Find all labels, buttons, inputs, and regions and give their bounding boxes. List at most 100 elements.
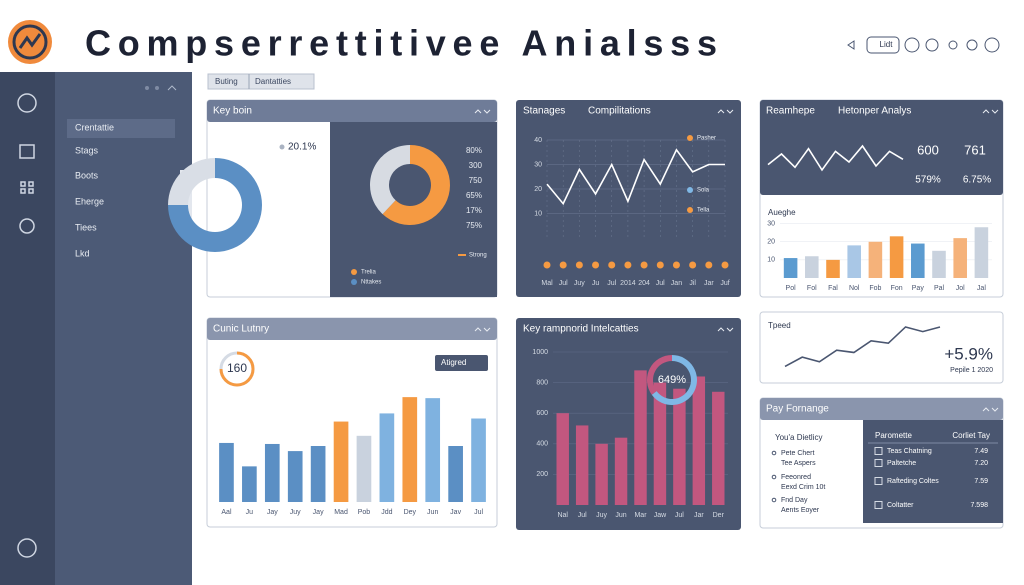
- x-tick-label: 2014: [620, 280, 636, 287]
- label-dot: [279, 144, 285, 150]
- panel-subtitle: Hetonper Analys: [838, 106, 911, 117]
- sidebar-dot: [155, 86, 159, 90]
- x-tick-label: Juy: [574, 280, 585, 287]
- y-tick-label: 1000: [532, 349, 548, 356]
- x-tick-label: Jil: [689, 280, 696, 287]
- panel-control[interactable]: [982, 407, 999, 412]
- gauge-label: 160: [227, 361, 247, 375]
- bar: [402, 397, 418, 502]
- sidebar-dot: [145, 86, 149, 90]
- timeline-dot: [543, 261, 551, 269]
- sidebar-item: Tiees: [75, 222, 97, 232]
- list-item: Eexd Crim 10t: [781, 484, 825, 491]
- stat: 750: [469, 176, 483, 185]
- sidebar-item: Eherge: [75, 196, 104, 206]
- legend-label: Strong: [469, 253, 487, 259]
- y-tick-label: 400: [536, 441, 548, 448]
- stat: 80%: [466, 146, 482, 155]
- panel-control[interactable]: [717, 109, 734, 114]
- y-tick-label: 10: [534, 210, 542, 217]
- stat: +5.9%: [944, 344, 993, 363]
- tab[interactable]: Buting: [215, 77, 238, 86]
- x-tick-label: Jul: [656, 280, 665, 287]
- timeline-dot: [689, 261, 697, 269]
- sidebar-item: Crentattie: [75, 122, 114, 132]
- legend-label: Trelia: [361, 270, 376, 276]
- timeline-dot: [640, 261, 648, 269]
- y-tick-label: 20: [767, 239, 775, 246]
- rail-icon[interactable]: [17, 538, 37, 558]
- toolbar-button[interactable]: [866, 36, 900, 54]
- toolbar-icon[interactable]: [925, 38, 939, 52]
- list-item: Aents Eoyer: [781, 507, 820, 514]
- table-cell: Coltatter: [887, 502, 914, 509]
- bar: [575, 425, 589, 505]
- button[interactable]: [435, 355, 488, 371]
- x-tick-label: Juf: [720, 280, 729, 287]
- page-title: Compserrettitivee Anialsss: [85, 23, 717, 64]
- bar: [911, 243, 925, 278]
- rail-icons: [17, 93, 37, 558]
- rail-icon[interactable]: [19, 218, 35, 234]
- bar: [932, 250, 946, 278]
- panel-control[interactable]: [474, 327, 491, 332]
- table-cell: 7.59: [974, 478, 988, 485]
- x-tick-label: Pob: [358, 509, 371, 516]
- table-cell: Paltetche: [887, 460, 916, 467]
- collapse-icon[interactable]: [167, 85, 177, 91]
- toolbar-icon[interactable]: [904, 37, 920, 53]
- panel-subtitle: Compilitations: [588, 106, 651, 117]
- table-cell: Teas Chatning: [887, 448, 932, 455]
- legend-swatch: [687, 187, 693, 193]
- note: Pepile 1 2020: [950, 367, 993, 374]
- bar: [310, 446, 326, 502]
- y-tick-label: 800: [536, 379, 548, 386]
- table-body: [863, 420, 1003, 523]
- rail-icon[interactable]: [20, 188, 26, 194]
- donut-segment: [647, 355, 672, 395]
- bar: [219, 442, 234, 502]
- toolbar-icon[interactable]: [966, 39, 978, 51]
- x-tick-label: Jul: [559, 280, 568, 287]
- panel-control[interactable]: [474, 109, 491, 114]
- x-tick-label: Jdd: [381, 509, 392, 516]
- list-title: You'a Dietlicy: [775, 433, 822, 442]
- panel: [759, 311, 1004, 384]
- panel-control[interactable]: [717, 327, 734, 332]
- bar: [242, 466, 257, 502]
- x-tick-label: Juy: [290, 509, 301, 516]
- donut-label: 20.1%: [288, 142, 316, 153]
- rail-icon[interactable]: [28, 181, 34, 187]
- x-tick-label: 204: [638, 280, 650, 287]
- table-cell: 7.20: [974, 460, 988, 467]
- toolbar-label[interactable]: Lidt: [880, 40, 894, 49]
- timeline-dot: [705, 261, 713, 269]
- x-tick-label: Jay: [267, 509, 278, 516]
- stat: 75%: [466, 221, 482, 230]
- stat: 17%: [466, 206, 482, 215]
- legend-label: Nttakes: [361, 280, 381, 286]
- bar: [889, 236, 904, 278]
- gauge-arc: [219, 351, 255, 387]
- rail-icon[interactable]: [28, 188, 34, 194]
- legend-label: Pasher: [697, 136, 716, 142]
- x-tick-label: Jul: [474, 509, 483, 516]
- x-tick-label: Nal: [557, 512, 568, 519]
- rail-icon[interactable]: [20, 181, 26, 187]
- rail-icon[interactable]: [17, 93, 37, 113]
- active-item: [67, 119, 175, 138]
- bar: [379, 413, 395, 502]
- toolbar-icon[interactable]: [948, 40, 958, 50]
- button-label[interactable]: Atigred: [441, 358, 466, 367]
- panel-control[interactable]: [982, 109, 999, 114]
- x-tick-label: Aal: [221, 509, 232, 516]
- x-tick-label: Jaw: [654, 512, 667, 519]
- line: [767, 144, 904, 172]
- tab[interactable]: Dantatties: [255, 77, 291, 86]
- toolbar-icon[interactable]: [847, 40, 855, 50]
- y-tick-label: 40: [534, 137, 542, 144]
- x-tick-label: Jul: [578, 512, 587, 519]
- x-tick-label: Ju: [246, 509, 254, 516]
- rail-icon[interactable]: [19, 144, 35, 159]
- toolbar-icon[interactable]: [984, 37, 1000, 53]
